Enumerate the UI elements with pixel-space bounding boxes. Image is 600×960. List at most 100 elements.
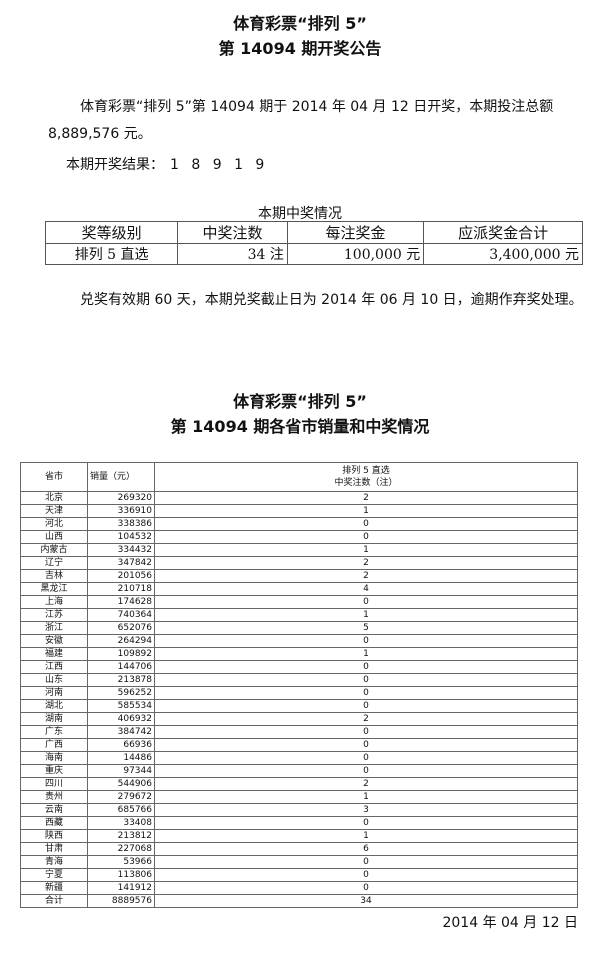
cell: 福建 bbox=[20, 647, 88, 661]
header-cell: 奖等级别 bbox=[44, 221, 179, 244]
cell: 浙江 bbox=[20, 621, 88, 635]
cell: 贵州 bbox=[20, 790, 88, 804]
cell: 江西 bbox=[20, 660, 88, 674]
cell: 安徽 bbox=[20, 634, 88, 648]
header-line: 排列 5 直选 bbox=[342, 466, 390, 476]
cell: 陕西 bbox=[20, 829, 88, 843]
cell: 1 bbox=[154, 829, 578, 843]
table-row: 天津 336910 1 bbox=[20, 504, 578, 518]
cell: 西藏 bbox=[20, 816, 88, 830]
cell: 排列 5 直选 bbox=[44, 243, 179, 265]
cell: 406932 bbox=[87, 712, 155, 726]
table-row: 山东 213878 0 bbox=[20, 673, 578, 687]
table-row: 陕西 213812 1 bbox=[20, 829, 578, 843]
cell: 104532 bbox=[87, 530, 155, 544]
cell: 山东 bbox=[20, 673, 88, 687]
cell: 0 bbox=[154, 751, 578, 765]
header-cell: 排列 5 直选 中奖注数（注） bbox=[154, 462, 578, 492]
table-row: 浙江 652076 5 bbox=[20, 621, 578, 635]
cell: 384742 bbox=[87, 725, 155, 739]
cell: 四川 bbox=[20, 777, 88, 791]
cell: 黑龙江 bbox=[20, 582, 88, 596]
cell: 33408 bbox=[87, 816, 155, 830]
cell: 山西 bbox=[20, 530, 88, 544]
cell: 100,000 元 bbox=[286, 243, 425, 265]
cell: 1 bbox=[154, 608, 578, 622]
cell: 53966 bbox=[87, 855, 155, 869]
cell: 吉林 bbox=[20, 569, 88, 583]
table-row: 广东 384742 0 bbox=[20, 725, 578, 739]
cell: 144706 bbox=[87, 660, 155, 674]
result-line: 本期开奖结果： 1 8 9 1 9 bbox=[66, 152, 268, 179]
table-row: 北京 269320 2 bbox=[20, 491, 578, 505]
cell: 227068 bbox=[87, 842, 155, 856]
cell: 8889576 bbox=[87, 894, 155, 908]
cell: 174628 bbox=[87, 595, 155, 609]
cell: 6 bbox=[154, 842, 578, 856]
announcement-text: 体育彩票“排列 5”第 14094 期于 2014 年 04 月 12 日开奖，… bbox=[48, 99, 554, 142]
cell: 2 bbox=[154, 712, 578, 726]
cell: 2 bbox=[154, 569, 578, 583]
table-row: 青海 53966 0 bbox=[20, 855, 578, 869]
prize-header-row: 奖等级别 中奖注数 每注奖金 应派奖金合计 bbox=[44, 221, 583, 244]
table-row: 甘肃 227068 6 bbox=[20, 842, 578, 856]
table-row: 湖北 585534 0 bbox=[20, 699, 578, 713]
table-row: 海南 14486 0 bbox=[20, 751, 578, 765]
cell: 685766 bbox=[87, 803, 155, 817]
cell: 3 bbox=[154, 803, 578, 817]
cell: 0 bbox=[154, 530, 578, 544]
title-line-1: 体育彩票“排列 5” bbox=[233, 14, 367, 33]
table-row: 贵州 279672 1 bbox=[20, 790, 578, 804]
cell: 0 bbox=[154, 517, 578, 531]
cell: 34 bbox=[154, 894, 578, 908]
cell: 0 bbox=[154, 881, 578, 895]
cell: 广西 bbox=[20, 738, 88, 752]
cell: 336910 bbox=[87, 504, 155, 518]
prize-caption: 本期中奖情况 bbox=[258, 206, 342, 222]
cell: 0 bbox=[154, 699, 578, 713]
cell: 113806 bbox=[87, 868, 155, 882]
header-cell: 销量（元） bbox=[87, 462, 155, 492]
table-row: 湖南 406932 2 bbox=[20, 712, 578, 726]
header-cell: 每注奖金 bbox=[286, 221, 425, 244]
cell: 2 bbox=[154, 777, 578, 791]
cell: 0 bbox=[154, 816, 578, 830]
cell: 0 bbox=[154, 725, 578, 739]
table-row: 辽宁 347842 2 bbox=[20, 556, 578, 570]
notice-text: 兑奖有效期 60 天，本期兑奖截止日为 2014 年 06 月 10 日，逾期作… bbox=[80, 292, 583, 308]
table-row: 河北 338386 0 bbox=[20, 517, 578, 531]
sales-table: 省市 销量（元） 排列 5 直选 中奖注数（注） 北京 269320 2 天津 33691… bbox=[20, 462, 578, 908]
cell: 338386 bbox=[87, 517, 155, 531]
cell: 1 bbox=[154, 504, 578, 518]
sales-header-row: 省市 销量（元） 排列 5 直选 中奖注数（注） bbox=[20, 462, 578, 492]
result-label: 本期开奖结果： bbox=[66, 157, 164, 173]
cell: 201056 bbox=[87, 569, 155, 583]
cell: 0 bbox=[154, 660, 578, 674]
cell: 0 bbox=[154, 673, 578, 687]
table-row: 江西 144706 0 bbox=[20, 660, 578, 674]
cell: 湖北 bbox=[20, 699, 88, 713]
table-row: 山西 104532 0 bbox=[20, 530, 578, 544]
cell: 0 bbox=[154, 738, 578, 752]
cell: 2 bbox=[154, 556, 578, 570]
cell: 0 bbox=[154, 634, 578, 648]
cell: 0 bbox=[154, 855, 578, 869]
cell: 109892 bbox=[87, 647, 155, 661]
cell: 青海 bbox=[20, 855, 88, 869]
title-line-2: 第 14094 期开奖公告 bbox=[218, 39, 382, 58]
cell: 97344 bbox=[87, 764, 155, 778]
cell: 0 bbox=[154, 868, 578, 882]
cell: 宁夏 bbox=[20, 868, 88, 882]
cell: 347842 bbox=[87, 556, 155, 570]
cell: 5 bbox=[154, 621, 578, 635]
cell: 甘肃 bbox=[20, 842, 88, 856]
cell: 269320 bbox=[87, 491, 155, 505]
cell: 141912 bbox=[87, 881, 155, 895]
table-row: 内蒙古 334432 1 bbox=[20, 543, 578, 557]
cell: 4 bbox=[154, 582, 578, 596]
cell: 新疆 bbox=[20, 881, 88, 895]
cell: 652076 bbox=[87, 621, 155, 635]
cell: 596252 bbox=[87, 686, 155, 700]
cell: 北京 bbox=[20, 491, 88, 505]
